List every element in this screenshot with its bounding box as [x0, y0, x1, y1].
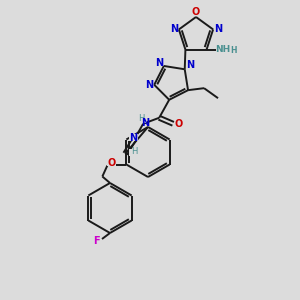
Bar: [129, 134, 138, 141]
Bar: [153, 59, 162, 67]
Text: O: O: [107, 158, 116, 167]
Text: NH: NH: [215, 45, 230, 54]
Text: N: N: [129, 133, 137, 143]
Bar: [133, 116, 147, 123]
Bar: [214, 26, 223, 33]
Text: N: N: [145, 80, 153, 90]
Text: H: H: [138, 114, 144, 123]
Bar: [144, 81, 153, 88]
Text: H: H: [230, 46, 237, 55]
Bar: [175, 120, 184, 127]
Bar: [92, 238, 100, 244]
Bar: [169, 26, 178, 33]
Text: N: N: [186, 60, 194, 70]
Bar: [191, 8, 200, 16]
Text: N: N: [141, 118, 149, 128]
Bar: [216, 46, 232, 54]
Text: N: N: [155, 58, 163, 68]
Bar: [186, 62, 195, 69]
Bar: [129, 149, 138, 156]
Bar: [107, 159, 116, 166]
Text: O: O: [174, 119, 182, 129]
Text: O: O: [192, 7, 200, 17]
Text: F: F: [93, 236, 99, 246]
Text: H: H: [131, 147, 137, 156]
Text: N: N: [214, 24, 222, 34]
Text: N: N: [170, 24, 178, 34]
